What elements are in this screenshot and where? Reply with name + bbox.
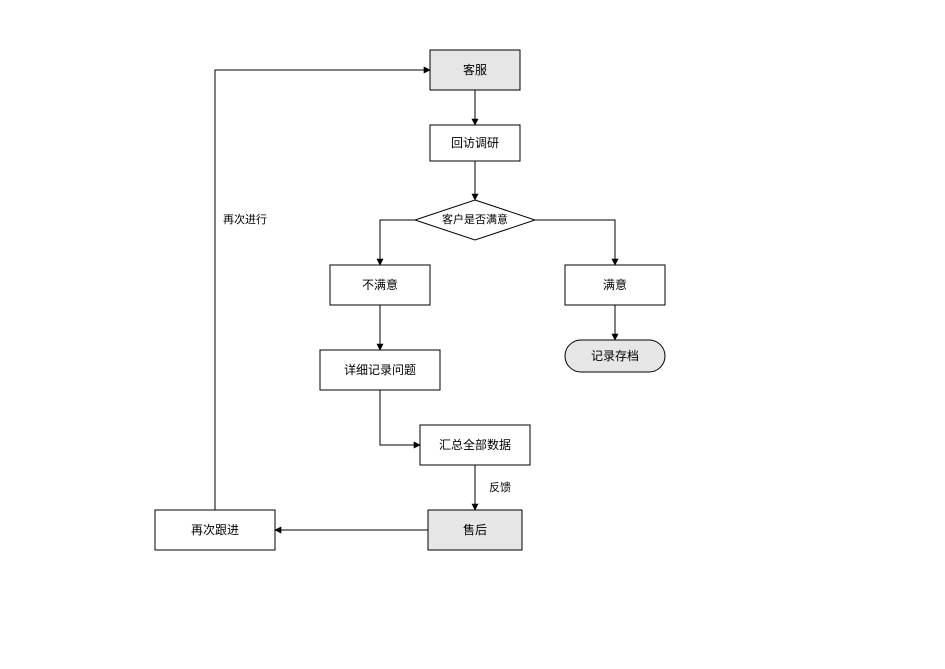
node-label-n_follow_up: 再次跟进 bbox=[191, 523, 239, 537]
edge-e7 bbox=[380, 390, 420, 445]
edge-e4 bbox=[535, 220, 615, 265]
node-label-n_after_sales: 售后 bbox=[463, 522, 487, 537]
node-label-n_satisfied: 满意 bbox=[603, 277, 627, 292]
edge-label-e10: 再次进行 bbox=[223, 212, 267, 226]
node-label-n_survey: 回访调研 bbox=[451, 136, 499, 150]
node-label-n_customer_service: 客服 bbox=[463, 62, 487, 77]
node-label-n_archive: 记录存档 bbox=[591, 349, 639, 363]
flowchart-canvas: 反馈 再次进行 客服回访调研客户是否满意不满意 满意详细记录问题 记录存档汇总全部数据售… bbox=[0, 0, 945, 669]
edge-e3 bbox=[380, 220, 415, 265]
node-label-n_decision: 客户是否满意 bbox=[442, 212, 508, 226]
nodes-group: 客服回访调研客户是否满意不满意 满意详细记录问题 记录存档汇总全部数据售后 再次跟进 bbox=[155, 50, 665, 550]
node-label-n_record_detail: 详细记录问题 bbox=[344, 362, 416, 377]
edge-label-e8: 反馈 bbox=[489, 481, 511, 494]
node-label-n_aggregate: 汇总全部数据 bbox=[439, 437, 511, 452]
node-label-n_unsatisfied: 不满意 bbox=[362, 277, 398, 292]
